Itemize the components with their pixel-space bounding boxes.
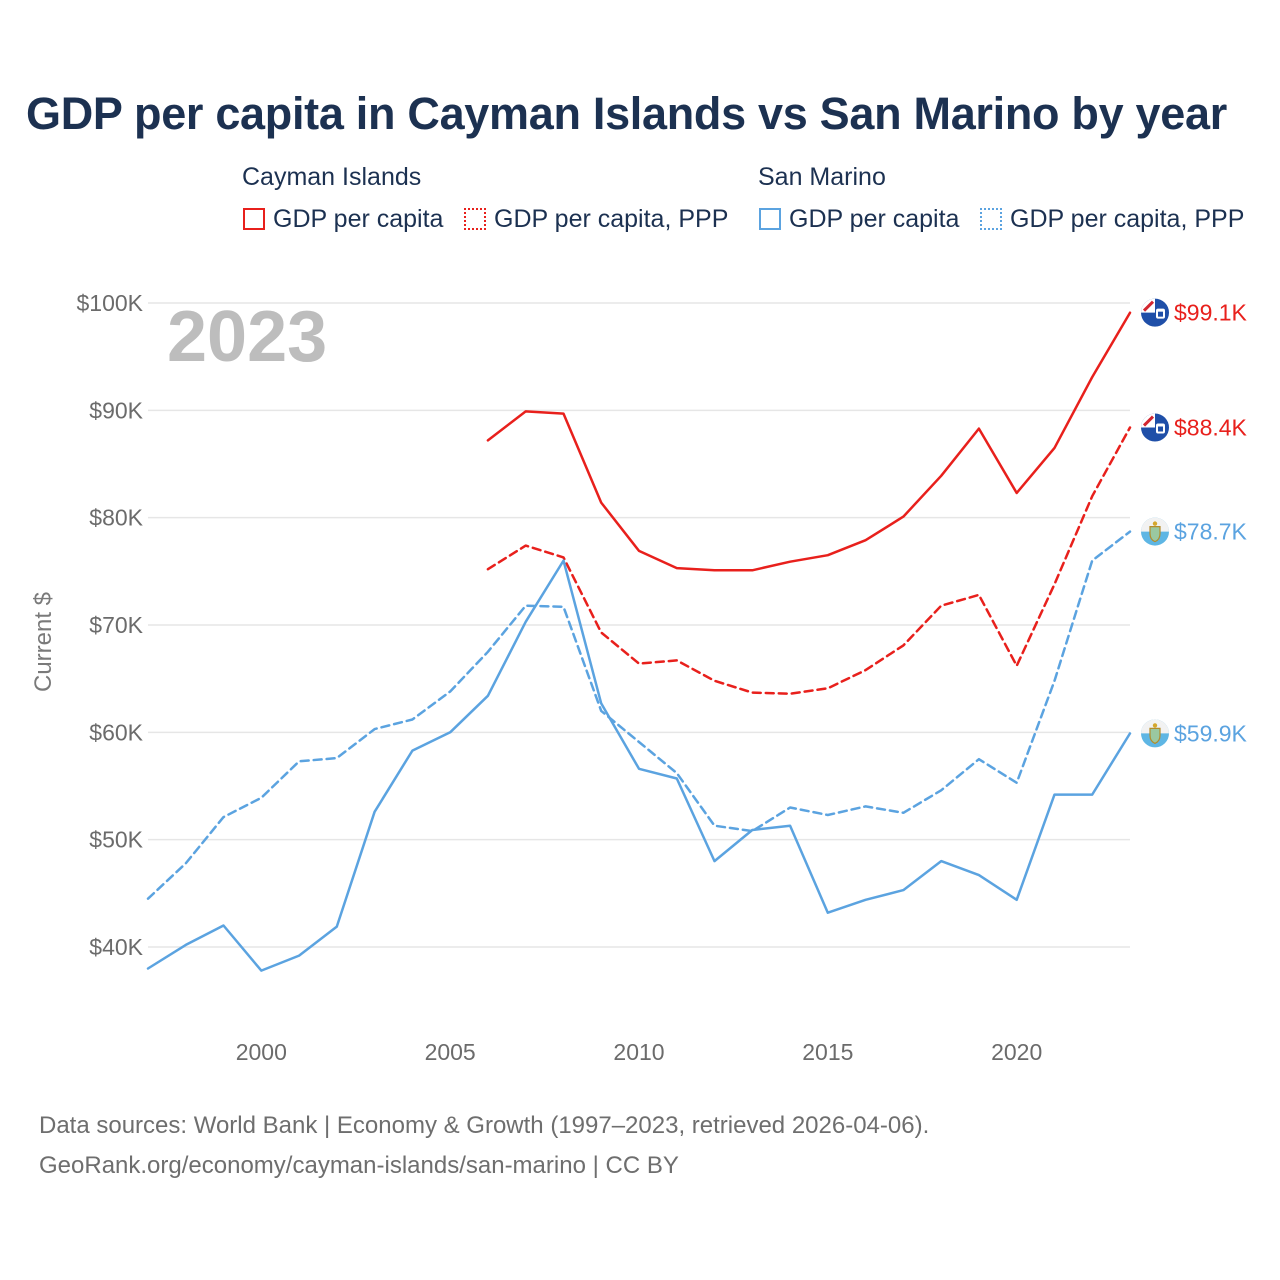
series-end-label: $78.7K xyxy=(1174,519,1248,545)
legend-item-san-marino-gdp[interactable]: GDP per capita xyxy=(759,204,959,234)
san-marino-flag-icon xyxy=(1141,719,1169,748)
sources-line-2[interactable]: GeoRank.org/economy/cayman-islands/san-m… xyxy=(39,1152,679,1179)
y-tick-label: $100K xyxy=(76,290,143,316)
series-line-1[interactable] xyxy=(486,311,1132,572)
legend-item-cayman-gdp[interactable]: GDP per capita xyxy=(243,204,443,234)
x-tick-label: 2020 xyxy=(991,1039,1042,1065)
sources-footnote: Data sources: World Bank | Economy & Gro… xyxy=(39,1106,929,1186)
legend-item-cayman-gdp-ppp[interactable]: GDP per capita, PPP xyxy=(464,204,728,234)
cayman-islands-flag-icon xyxy=(1141,413,1169,442)
y-tick-label: $90K xyxy=(89,397,143,423)
chart-title: GDP per capita in Cayman Islands vs San … xyxy=(26,88,1227,139)
legend-item-label: GDP per capita, PPP xyxy=(1010,204,1245,233)
san-marino-flag-icon xyxy=(1141,517,1169,546)
y-tick-label: $70K xyxy=(89,612,143,638)
y-axis-label: Current $ xyxy=(30,592,57,692)
series-line-4[interactable] xyxy=(146,530,1132,900)
legend-swatch-solid-icon xyxy=(243,208,265,230)
x-tick-label: 2010 xyxy=(613,1039,664,1065)
legend-item-label: GDP per capita xyxy=(789,204,960,233)
series-line-3[interactable] xyxy=(146,559,1132,972)
x-tick-label: 2005 xyxy=(425,1039,476,1065)
legend-group-san-marino: San Marino xyxy=(758,163,886,191)
y-tick-label: $80K xyxy=(89,505,143,531)
y-tick-label: $40K xyxy=(89,934,143,960)
series-line-2[interactable] xyxy=(486,426,1132,695)
legend-swatch-dotted-icon xyxy=(980,208,1002,230)
y-tick-label: $50K xyxy=(89,827,143,853)
year-label: 2023 xyxy=(167,297,327,377)
x-tick-label: 2015 xyxy=(802,1039,853,1065)
sources-line-1: Data sources: World Bank | Economy & Gro… xyxy=(39,1112,930,1139)
legend-swatch-dotted-icon xyxy=(464,208,486,230)
legend-item-san-marino-gdp-ppp[interactable]: GDP per capita, PPP xyxy=(980,204,1244,234)
series-end-label: $99.1K xyxy=(1174,300,1248,326)
legend-swatch-solid-icon xyxy=(759,208,781,230)
legend-item-label: GDP per capita, PPP xyxy=(494,204,729,233)
legend-item-label: GDP per capita xyxy=(273,204,444,233)
x-tick-label: 2000 xyxy=(236,1039,287,1065)
legend-group-cayman-islands: Cayman Islands xyxy=(242,163,422,191)
series-end-label: $88.4K xyxy=(1174,415,1248,441)
series-end-label: $59.9K xyxy=(1174,720,1248,746)
y-tick-label: $60K xyxy=(89,719,143,745)
cayman-islands-flag-icon xyxy=(1141,298,1169,327)
